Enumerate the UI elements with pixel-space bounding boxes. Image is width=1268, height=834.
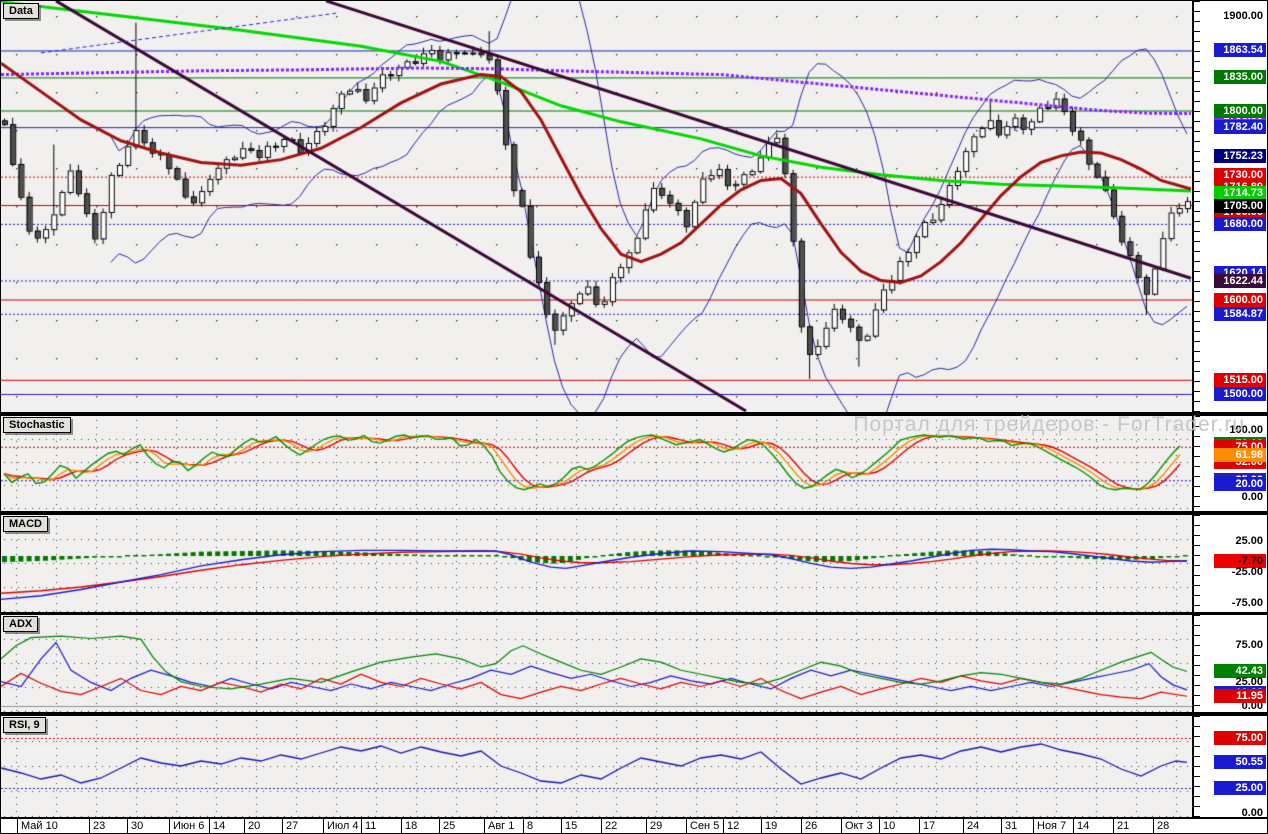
time-axis-label: 15 <box>561 819 577 833</box>
time-axis-label: Авг 1 <box>484 819 514 833</box>
axis-ticks <box>1194 416 1200 511</box>
price-scale-label: 1622.44 <box>1214 274 1266 288</box>
time-axis-label: 26 <box>801 819 817 833</box>
stochastic-scale-label: 0.00 <box>1241 491 1263 503</box>
time-axis-label: 11 <box>361 819 376 833</box>
time-axis-label: 29 <box>646 819 662 833</box>
time-axis-label: 19 <box>761 819 777 833</box>
rsi-scale-label: 25.00 <box>1214 781 1266 795</box>
adx-scale-label: 75.00 <box>1235 639 1263 651</box>
panel-title-data[interactable]: Data <box>3 3 39 19</box>
price-scale-label: 1900.00 <box>1223 10 1263 22</box>
macd-scale-label: -7.70 <box>1214 553 1266 568</box>
time-axis-label: Окт 3 <box>841 819 873 833</box>
time-axis-label: Ноя 7 <box>1033 819 1066 833</box>
price-scale-label: 1714.73 <box>1214 185 1266 200</box>
stochastic-scale-label: 61.98 <box>1214 448 1266 463</box>
adx-chart-canvas[interactable] <box>1 615 1192 712</box>
panel-divider[interactable] <box>1 817 1267 819</box>
axis-ticks <box>1194 515 1200 612</box>
panel-title-adx[interactable]: ADX <box>3 616 39 632</box>
panel-title-macd[interactable]: MACD <box>3 516 48 532</box>
time-axis-label: Июн 6 <box>169 819 204 833</box>
time-axis-label: 28 <box>1153 819 1169 833</box>
time-axis-label: Май 10 <box>17 819 58 833</box>
time-axis-label: 12 <box>723 819 739 833</box>
price-scale-label: 1500.00 <box>1214 387 1266 401</box>
time-axis-label: 21 <box>1113 819 1129 833</box>
macd-scale-label: -75.00 <box>1231 596 1263 609</box>
time-axis-label: Июл 4 <box>323 819 359 833</box>
axis-ticks <box>1194 1 1200 412</box>
panel-divider[interactable] <box>1 712 1267 716</box>
adx-scale-label: 42.43 <box>1214 664 1266 679</box>
time-axis-label: 8 <box>523 819 533 833</box>
price-scale-label: 1800.00 <box>1214 103 1266 118</box>
time-axis-label: 31 <box>1001 819 1017 833</box>
macd-chart-canvas[interactable] <box>1 515 1192 612</box>
adx-scale-label: 11.95 <box>1214 689 1266 704</box>
price-scale-label: 1782.40 <box>1214 120 1266 135</box>
axis-ticks <box>1194 615 1200 712</box>
price-scale-label: 1863.54 <box>1214 43 1266 58</box>
macd-scale-label: 25.00 <box>1235 534 1263 547</box>
price-scale-label: 1705.00 <box>1214 199 1266 213</box>
macd-scale-label: -25.00 <box>1231 565 1263 578</box>
time-axis-label: 25 <box>439 819 455 833</box>
macd-scale[interactable]: 25.00 -7.70 -25.00 -75.00 <box>1194 515 1267 612</box>
time-axis-label: 17 <box>919 819 935 833</box>
price-scale-label: 1835.00 <box>1214 70 1266 85</box>
time-axis-label: 10 <box>879 819 895 833</box>
price-scale[interactable]: 1900.001863.541835.001796.891800.001782.… <box>1194 1 1267 412</box>
price-scale-label: 1515.00 <box>1214 372 1266 387</box>
price-scale-label: 1600.00 <box>1214 292 1266 307</box>
price-scale-label: 1730.00 <box>1214 168 1266 182</box>
stochastic-scale-label: 20.00 <box>1214 476 1266 491</box>
stochastic-chart-canvas[interactable] <box>1 416 1192 511</box>
rsi-chart-canvas[interactable] <box>1 716 1192 817</box>
time-axis-label: 27 <box>282 819 298 833</box>
price-scale-label: 1584.87 <box>1214 306 1266 321</box>
time-axis-label: 30 <box>127 819 143 833</box>
time-axis[interactable]: Май 10 23 30 Июн 6 14 20 27 Июл 4 11 18 25 Авг 1 8 15… <box>1 819 1267 833</box>
time-axis-label: 14 <box>1073 819 1089 833</box>
rsi-scale-label: 0.00 <box>1241 807 1263 819</box>
panel-divider[interactable] <box>1 511 1267 515</box>
panel-title-stochastic[interactable]: Stochastic <box>3 417 71 433</box>
scale-border <box>1192 1 1194 819</box>
rsi-scale-label: 75.00 <box>1214 731 1266 745</box>
adx-scale-label: 25.00 <box>1235 676 1263 688</box>
time-axis-label: 24 <box>963 819 979 833</box>
panel-divider[interactable] <box>1 412 1267 416</box>
panel-title-rsi[interactable]: RSI, 9 <box>3 717 46 733</box>
price-chart-canvas[interactable] <box>1 1 1192 412</box>
stochastic-scale-label: 100.00 <box>1229 424 1263 436</box>
axis-ticks <box>1194 716 1200 817</box>
rsi-scale[interactable]: 75.00 50.55 25.00 0.00 <box>1194 716 1267 819</box>
time-axis-label: 14 <box>209 819 225 833</box>
rsi-scale-label: 50.55 <box>1214 755 1266 770</box>
time-axis-label: 18 <box>401 819 417 833</box>
time-axis-label: 22 <box>601 819 617 833</box>
time-axis-label: 23 <box>89 819 105 833</box>
time-axis-label: Сен 5 <box>686 819 719 833</box>
panel-divider[interactable] <box>1 612 1267 615</box>
price-scale-label: 1680.00 <box>1214 216 1266 231</box>
price-scale-label: 1752.23 <box>1214 148 1266 163</box>
time-axis-label: 20 <box>244 819 260 833</box>
